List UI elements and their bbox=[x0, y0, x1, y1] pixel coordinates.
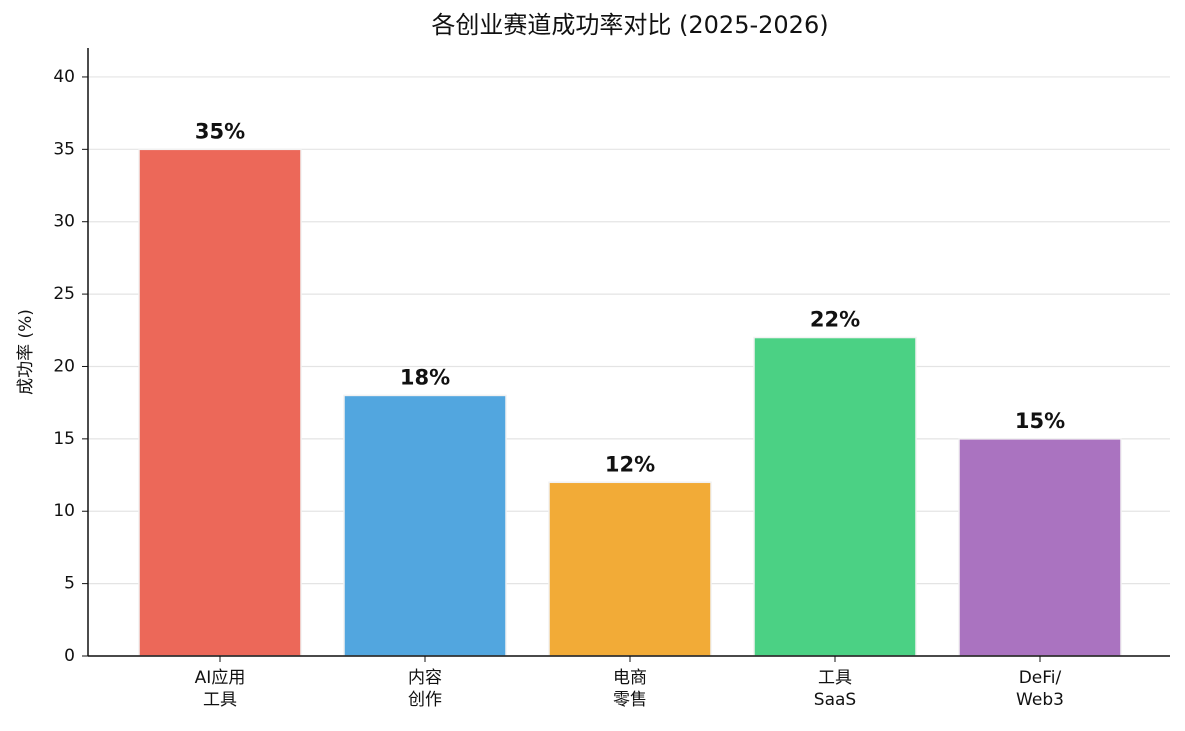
value-label: 22% bbox=[810, 308, 860, 332]
y-tick-label: 10 bbox=[53, 501, 75, 521]
y-tick-label: 40 bbox=[53, 67, 75, 87]
y-axis-label: 成功率 (%) bbox=[16, 309, 36, 395]
bar bbox=[958, 438, 1122, 657]
chart-title: 各创业赛道成功率对比 (2025-2026) bbox=[431, 11, 828, 39]
x-tick-label: 内容 创作 bbox=[408, 668, 442, 710]
y-tick-label: 0 bbox=[64, 646, 75, 666]
y-tick-label: 15 bbox=[53, 429, 75, 449]
y-tick-label: 30 bbox=[53, 212, 75, 232]
y-tick-label: 25 bbox=[53, 284, 75, 304]
y-tick-label: 20 bbox=[53, 356, 75, 376]
x-tick-label: AI应用 工具 bbox=[194, 668, 246, 710]
x-tick-label: 工具 SaaS bbox=[813, 668, 857, 710]
bar bbox=[753, 336, 917, 657]
value-label: 15% bbox=[1015, 409, 1065, 433]
bar bbox=[548, 481, 712, 657]
x-tick-label: DeFi/ Web3 bbox=[1016, 668, 1064, 710]
x-tick-label: 电商 零售 bbox=[613, 668, 647, 710]
value-label: 12% bbox=[605, 452, 655, 476]
value-label: 18% bbox=[400, 365, 450, 389]
bar bbox=[343, 394, 507, 657]
y-tick-label: 35 bbox=[53, 139, 75, 159]
value-label: 35% bbox=[195, 119, 245, 143]
y-tick-label: 5 bbox=[64, 574, 75, 594]
bar bbox=[138, 148, 302, 657]
